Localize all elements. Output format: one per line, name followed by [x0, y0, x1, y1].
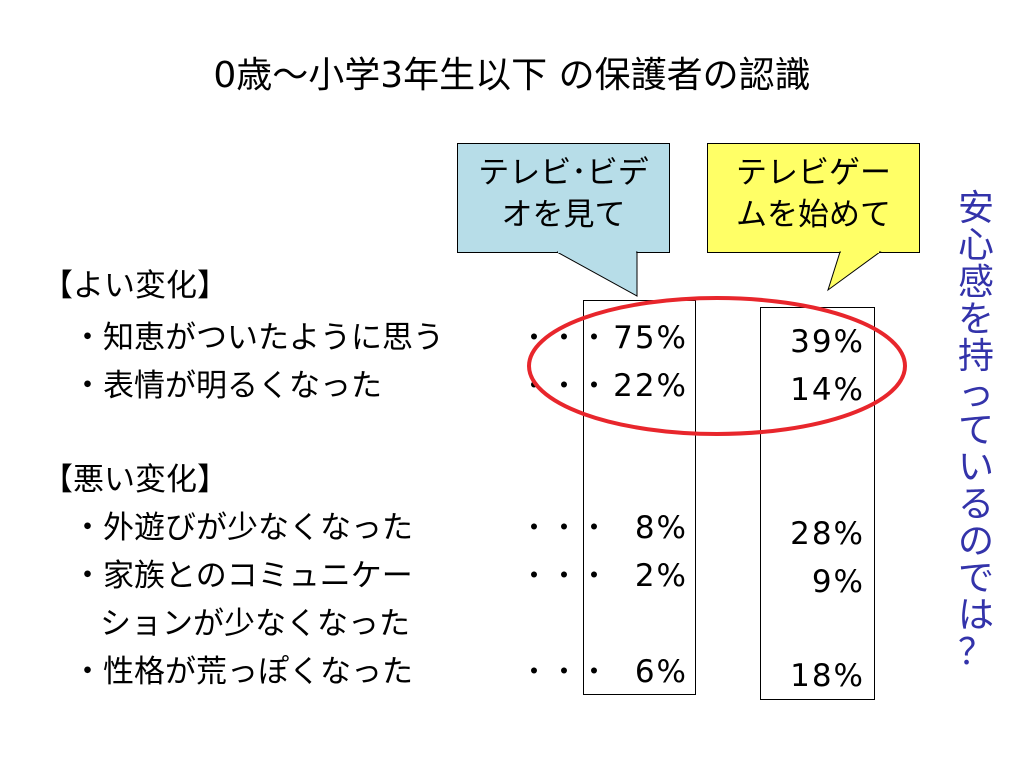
- side-note-char: は: [957, 595, 994, 636]
- good-item-label: ・表情が明るくなった: [72, 368, 382, 404]
- bad-item-label: ・家族とのコミュニケー: [72, 558, 413, 594]
- callout-tv-game-box: テレビゲー ムを始めて: [707, 143, 920, 253]
- tv-video-value: 2%: [634, 558, 688, 594]
- callout-tv-video-box: テレビ･ビデ オを見て: [457, 143, 670, 253]
- side-note-vertical: 安心感を持っているのでは？: [952, 190, 1000, 671]
- callout-tv-game-tail: [827, 251, 882, 292]
- bad-item-label: ・外遊びが少なくなった: [72, 510, 413, 546]
- side-note-char: で: [957, 558, 994, 599]
- tv-video-column-frame: [583, 300, 696, 695]
- callout-tv-game-line1: テレビゲー: [736, 155, 891, 191]
- tv-game-value: 9%: [811, 564, 865, 600]
- leader-dots: ・・・: [520, 511, 611, 544]
- callout-tv-video-tail: [556, 251, 638, 297]
- tv-video-value: 75%: [613, 320, 688, 356]
- side-note-char: 安: [957, 188, 994, 229]
- side-note-char: 心: [957, 225, 994, 266]
- side-note-char: 持: [957, 336, 994, 377]
- side-note-char: て: [957, 410, 994, 451]
- bad-changes-heading: 【悪い変化】: [42, 462, 228, 498]
- side-note-char: を: [957, 299, 994, 340]
- tv-video-value: 6%: [634, 654, 688, 690]
- slide-title: 0歳～小学3年生以下 の保護者の認識: [213, 55, 811, 96]
- callout-tv-game-line2: ムを始めて: [736, 197, 891, 233]
- callout-tv-video-line1: テレビ･ビデ: [478, 155, 649, 191]
- leader-dots: ・・・: [520, 559, 611, 592]
- tv-video-value: 22%: [613, 368, 688, 404]
- side-note-char: っ: [957, 373, 994, 414]
- good-item-label: ・知恵がついたように思う: [72, 320, 444, 356]
- good-changes-heading: 【よい変化】: [42, 268, 228, 304]
- tv-game-value: 28%: [790, 516, 865, 552]
- side-note-char: ？: [957, 632, 994, 673]
- tv-game-value: 18%: [790, 658, 865, 694]
- bad-item-label-continued: ションが少なくなった: [100, 606, 410, 642]
- side-note-char: の: [957, 521, 994, 562]
- tv-game-value: 14%: [790, 372, 865, 408]
- side-note-char: 感: [957, 262, 994, 303]
- bad-item-label: ・性格が荒っぽくなった: [72, 654, 413, 690]
- side-note-char: る: [957, 484, 994, 525]
- tv-video-value: 8%: [634, 510, 688, 546]
- callout-tv-video-line2: オを見て: [501, 197, 626, 233]
- leader-dots: ・・・: [520, 655, 611, 688]
- side-note-char: い: [957, 447, 994, 488]
- tv-game-value: 39%: [790, 324, 865, 360]
